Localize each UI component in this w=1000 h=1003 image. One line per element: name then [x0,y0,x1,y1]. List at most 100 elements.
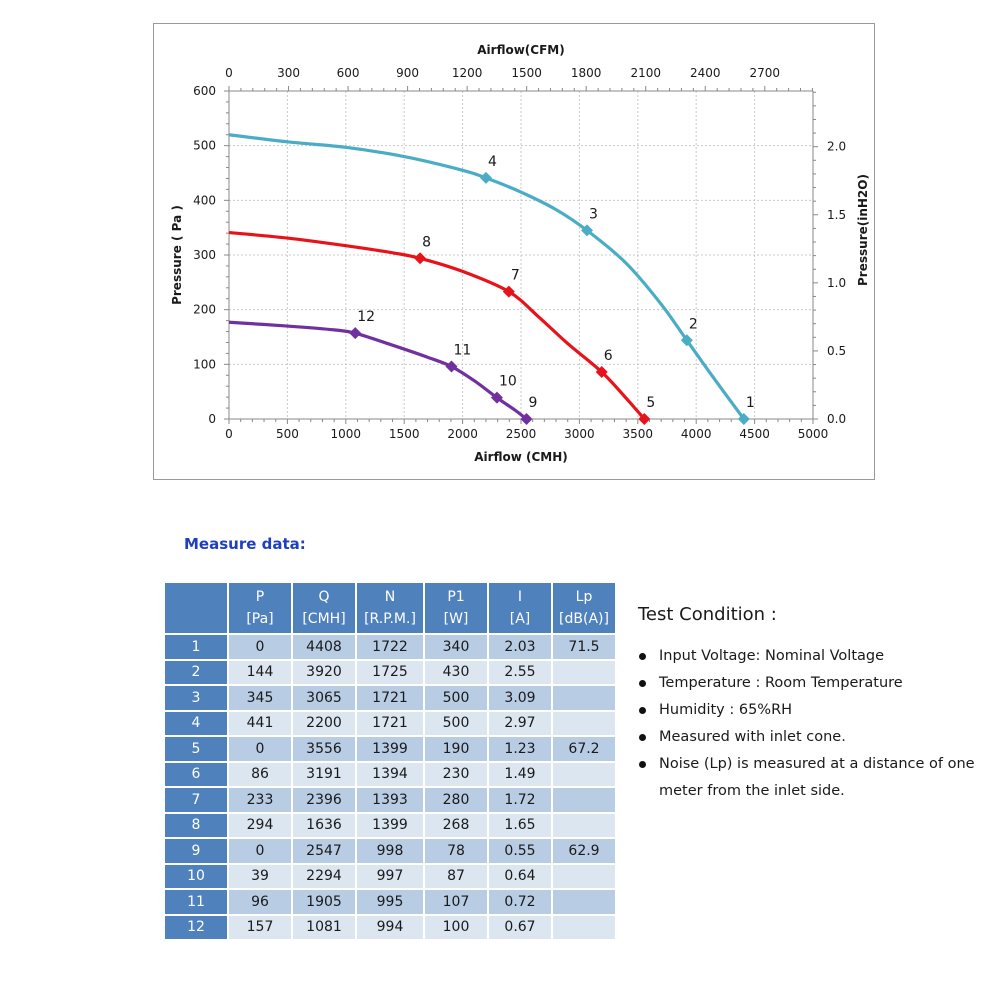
data-point-marker [595,365,608,378]
table-cell: 280 [423,786,489,814]
table-row: 12 157 1081 994 100 0.67 [163,913,617,941]
table-cell: 1393 [355,786,425,814]
data-point-marker [349,327,362,340]
table-row: 4 441 2200 1721 500 2.97 [163,709,617,737]
bullet-icon [639,680,646,687]
x-tick-label: 4000 [681,427,712,441]
data-point-label: 6 [604,348,613,364]
table-cell: 998 [355,837,425,865]
table-cell: 71.5 [551,633,617,661]
table-row: 10 39 2294 997 87 0.64 [163,862,617,890]
table-cell: 2.97 [487,709,553,737]
bullet-icon [639,707,646,714]
measure-data-table: P [Pa] Q [CMH] N [R.P.M.] P1 [W] I [A] Lp [dB(… [163,581,617,941]
row-number-cell: 7 [163,786,229,814]
data-point-marker [445,360,458,373]
header-name: P [255,589,265,605]
x2-tick-label: 2400 [690,66,721,80]
data-point-marker [490,391,503,404]
table-cell: 86 [227,760,293,788]
y-tick-label: 500 [193,139,216,153]
table-cell: 67.2 [551,735,617,763]
y2-tick-label: 0.5 [827,344,846,358]
table-cell: 0 [227,633,293,661]
y2-tick-label: 0.0 [827,412,846,426]
x2-tick-label: 1800 [571,66,602,80]
header-blank [163,581,229,635]
x-tick-label: 1500 [389,427,420,441]
table-cell: 62.9 [551,837,617,865]
row-number-cell: 5 [163,735,229,763]
table-cell: 1399 [355,735,425,763]
test-condition-text: Noise (Lp) is measured at a distance of … [659,756,975,799]
header-name: P1 [447,589,465,605]
y-axis-title: Pressure ( Pa ) [170,205,184,305]
table-cell: 233 [227,786,293,814]
table-cell: 294 [227,811,293,839]
header-unit: [A] [509,611,531,627]
table-cell: 1394 [355,760,425,788]
table-cell [551,913,617,941]
table-cell: 107 [423,888,489,916]
table-cell: 3191 [291,760,357,788]
table-cell: 2396 [291,786,357,814]
row-number-cell: 1 [163,633,229,661]
table-cell: 1721 [355,684,425,712]
table-cell: 1636 [291,811,357,839]
table-cell: 0.67 [487,913,553,941]
data-point-marker [502,285,515,298]
y2-tick-label: 2.0 [827,140,846,154]
x-tick-label: 2000 [447,427,478,441]
y2-tick-label: 1.0 [827,276,846,290]
table-cell: 2.55 [487,658,553,686]
table-row: 9 0 2547 998 78 0.55 62.9 [163,837,617,865]
x-tick-label: 1000 [331,427,362,441]
table-cell: 1.49 [487,760,553,788]
table-cell: 39 [227,862,293,890]
test-condition-item: Measured with inlet cone. [638,724,978,751]
header-n: N [R.P.M.] [355,581,425,635]
x2-tick-label: 2100 [630,66,661,80]
header-unit: [Pa] [246,611,274,627]
x2-tick-label: 1500 [511,66,542,80]
table-cell [551,684,617,712]
data-point-label: 3 [589,206,598,222]
table-cell: 3065 [291,684,357,712]
table-cell: 500 [423,684,489,712]
y-tick-label: 200 [193,303,216,317]
table-cell: 441 [227,709,293,737]
test-condition-panel: Test Condition : Input Voltage: Nominal … [638,604,978,805]
table-cell: 0.55 [487,837,553,865]
grid-layer [228,90,814,420]
table-row: 2 144 3920 1725 430 2.55 [163,658,617,686]
data-point-marker [414,252,427,265]
x-tick-label: 2500 [506,427,537,441]
table-cell: 144 [227,658,293,686]
row-number-cell: 11 [163,888,229,916]
table-cell: 268 [423,811,489,839]
data-point-label: 11 [454,343,472,359]
table-cell [551,658,617,686]
table-cell: 1722 [355,633,425,661]
chart-canvas: 0 500 1000 1500 2000 2500 3000 3500 4000 4500 5000… [170,43,870,464]
y-tick-label: 100 [193,357,216,371]
series-line [228,320,528,421]
table-cell: 3.09 [487,684,553,712]
table-row: 6 86 3191 1394 230 1.49 [163,760,617,788]
row-number-cell: 9 [163,837,229,865]
header-i: I [A] [487,581,553,635]
test-condition-text: Humidity : 65%RH [659,702,793,718]
x2-tick-label: 2700 [750,66,781,80]
table-row: 7 233 2396 1393 280 1.72 [163,786,617,814]
table-cell [551,811,617,839]
table-cell: 2200 [291,709,357,737]
data-point-marker [580,224,593,237]
x2-tick-label: 600 [337,66,360,80]
table-cell: 87 [423,862,489,890]
measure-data-title: Measure data: [184,535,306,553]
data-point-marker [520,413,533,425]
table-cell: 500 [423,709,489,737]
table-cell: 345 [227,684,293,712]
test-condition-text: Measured with inlet cone. [659,729,846,745]
